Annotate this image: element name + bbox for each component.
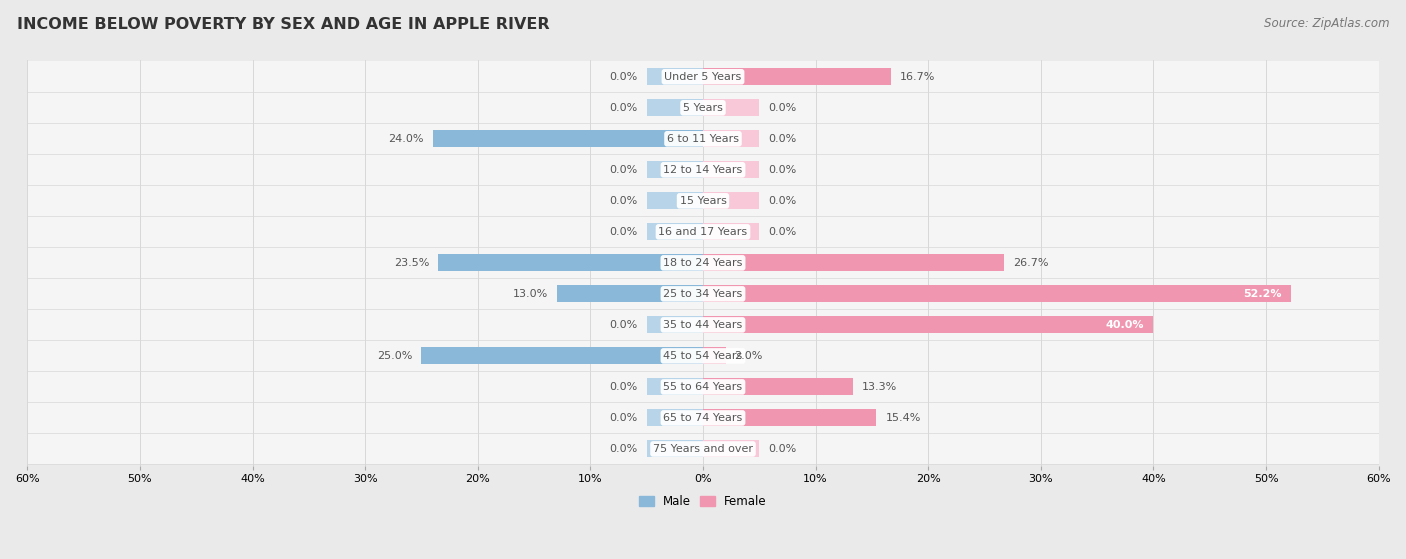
Bar	[647, 409, 703, 427]
Bar	[647, 378, 703, 395]
Bar	[439, 254, 703, 271]
Bar	[647, 162, 703, 178]
FancyBboxPatch shape	[27, 154, 1379, 186]
Text: 52.2%: 52.2%	[1243, 289, 1282, 299]
FancyBboxPatch shape	[27, 433, 1379, 465]
FancyBboxPatch shape	[27, 340, 1379, 371]
Text: 0.0%: 0.0%	[609, 444, 638, 454]
Bar	[703, 100, 759, 116]
Bar	[703, 378, 853, 395]
Text: 0.0%: 0.0%	[768, 165, 797, 175]
Bar	[703, 316, 1153, 333]
Text: 15.4%: 15.4%	[886, 413, 921, 423]
Text: 0.0%: 0.0%	[609, 227, 638, 237]
Text: 23.5%: 23.5%	[394, 258, 429, 268]
Text: 0.0%: 0.0%	[768, 103, 797, 113]
Text: 25.0%: 25.0%	[377, 351, 412, 361]
Bar	[703, 162, 759, 178]
Bar	[647, 316, 703, 333]
Text: 45 to 54 Years: 45 to 54 Years	[664, 351, 742, 361]
FancyBboxPatch shape	[27, 61, 1379, 92]
Text: 0.0%: 0.0%	[609, 165, 638, 175]
Bar	[703, 192, 759, 210]
Text: 0.0%: 0.0%	[768, 444, 797, 454]
Bar	[647, 100, 703, 116]
Text: 0.0%: 0.0%	[609, 320, 638, 330]
Bar	[703, 130, 759, 148]
FancyBboxPatch shape	[27, 247, 1379, 278]
FancyBboxPatch shape	[27, 216, 1379, 247]
Bar	[647, 192, 703, 210]
Bar	[703, 347, 725, 364]
Bar	[647, 68, 703, 86]
Bar	[433, 130, 703, 148]
Text: 18 to 24 Years: 18 to 24 Years	[664, 258, 742, 268]
FancyBboxPatch shape	[27, 92, 1379, 124]
Text: 35 to 44 Years: 35 to 44 Years	[664, 320, 742, 330]
Bar	[647, 223, 703, 240]
Text: 16 and 17 Years: 16 and 17 Years	[658, 227, 748, 237]
Text: INCOME BELOW POVERTY BY SEX AND AGE IN APPLE RIVER: INCOME BELOW POVERTY BY SEX AND AGE IN A…	[17, 17, 550, 32]
Bar	[703, 440, 759, 457]
Text: 13.0%: 13.0%	[512, 289, 547, 299]
FancyBboxPatch shape	[27, 278, 1379, 309]
Text: 75 Years and over: 75 Years and over	[652, 444, 754, 454]
Text: 0.0%: 0.0%	[768, 134, 797, 144]
Bar	[703, 254, 1004, 271]
Text: 5 Years: 5 Years	[683, 103, 723, 113]
Text: 40.0%: 40.0%	[1107, 320, 1144, 330]
Bar	[703, 285, 1291, 302]
Text: 0.0%: 0.0%	[609, 72, 638, 82]
Text: 25 to 34 Years: 25 to 34 Years	[664, 289, 742, 299]
Bar	[647, 440, 703, 457]
FancyBboxPatch shape	[27, 186, 1379, 216]
Text: 6 to 11 Years: 6 to 11 Years	[666, 134, 740, 144]
Text: 15 Years: 15 Years	[679, 196, 727, 206]
FancyBboxPatch shape	[27, 371, 1379, 402]
Text: Source: ZipAtlas.com: Source: ZipAtlas.com	[1264, 17, 1389, 30]
Bar	[703, 68, 891, 86]
Text: 0.0%: 0.0%	[768, 196, 797, 206]
Text: 0.0%: 0.0%	[609, 196, 638, 206]
Legend: Male, Female: Male, Female	[634, 490, 772, 513]
Text: 13.3%: 13.3%	[862, 382, 897, 392]
Bar	[422, 347, 703, 364]
Text: 0.0%: 0.0%	[768, 227, 797, 237]
Text: 0.0%: 0.0%	[609, 103, 638, 113]
FancyBboxPatch shape	[27, 124, 1379, 154]
Bar	[557, 285, 703, 302]
Bar	[703, 223, 759, 240]
Text: 12 to 14 Years: 12 to 14 Years	[664, 165, 742, 175]
Text: 0.0%: 0.0%	[609, 413, 638, 423]
Text: 24.0%: 24.0%	[388, 134, 423, 144]
Text: 26.7%: 26.7%	[1012, 258, 1049, 268]
Text: 2.0%: 2.0%	[734, 351, 763, 361]
Text: 65 to 74 Years: 65 to 74 Years	[664, 413, 742, 423]
FancyBboxPatch shape	[27, 402, 1379, 433]
Text: 0.0%: 0.0%	[609, 382, 638, 392]
Bar	[703, 409, 876, 427]
Text: Under 5 Years: Under 5 Years	[665, 72, 741, 82]
Text: 55 to 64 Years: 55 to 64 Years	[664, 382, 742, 392]
FancyBboxPatch shape	[27, 309, 1379, 340]
Text: 16.7%: 16.7%	[900, 72, 935, 82]
